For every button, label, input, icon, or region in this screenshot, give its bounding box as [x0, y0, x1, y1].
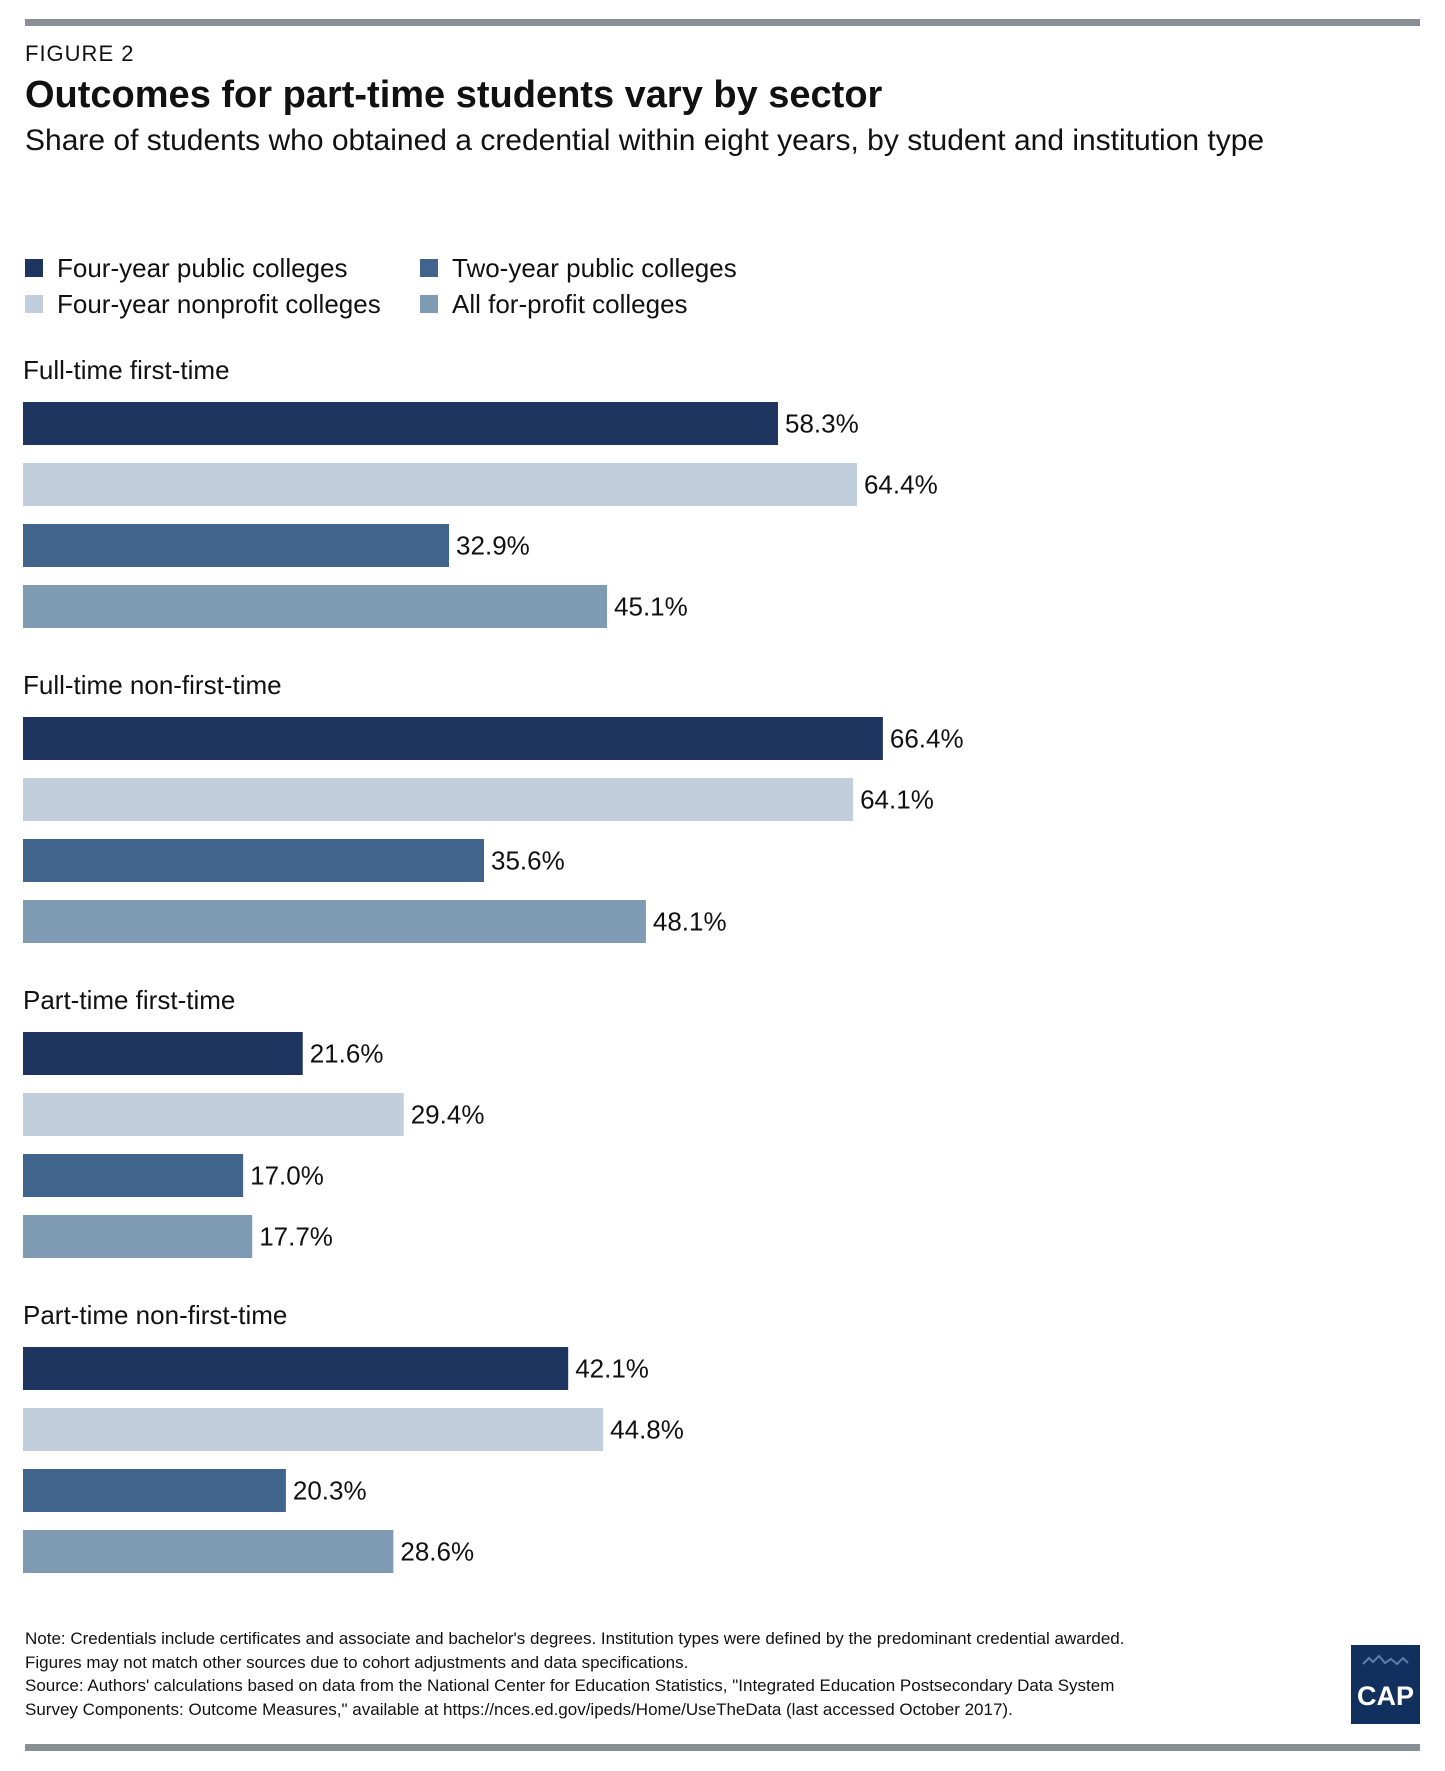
- cap-logo: CAP: [1351, 1645, 1420, 1724]
- group-label: Full-time non-first-time: [23, 670, 282, 700]
- bar-value-label: 44.8%: [610, 1415, 684, 1445]
- bar-value-label: 42.1%: [575, 1354, 649, 1384]
- legend-label: Four-year public colleges: [57, 252, 348, 283]
- bar-value-label: 64.1%: [860, 785, 934, 815]
- bar-value-label: 48.1%: [653, 907, 727, 937]
- bar: [23, 1215, 253, 1258]
- figure-label: FIGURE 2: [25, 41, 135, 66]
- bar: [23, 1093, 404, 1136]
- legend-swatch: [420, 295, 438, 313]
- bar: [23, 1408, 604, 1451]
- legend-label: Two-year public colleges: [452, 252, 737, 283]
- bar: [23, 717, 883, 760]
- bar-value-label: 17.0%: [250, 1161, 324, 1191]
- bar-value-label: 21.6%: [310, 1039, 384, 1069]
- source-line: Source: Authors' calculations based on d…: [25, 1676, 1115, 1695]
- chart-title: Outcomes for part-time students vary by …: [25, 74, 883, 116]
- bar-value-label: 17.7%: [259, 1222, 333, 1252]
- legend-item-two-year-public: Two-year public colleges: [420, 253, 737, 283]
- bar-value-label: 58.3%: [785, 409, 859, 439]
- legend-item-for-profit: All for-profit colleges: [420, 289, 688, 319]
- legend-label: Four-year nonprofit colleges: [57, 288, 381, 319]
- chart-notes: Note: Credentials include certificates a…: [25, 1627, 1325, 1721]
- bar-value-label: 35.6%: [491, 846, 565, 876]
- cap-logo-text: CAP: [1356, 1681, 1414, 1711]
- bar: [23, 1530, 394, 1573]
- top-rule: [25, 19, 1420, 26]
- bar: [23, 900, 646, 943]
- group-label: Full-time first-time: [23, 355, 230, 385]
- bar: [23, 1469, 286, 1512]
- bar: [23, 1154, 244, 1197]
- bar: [23, 839, 485, 882]
- bar-value-label: 32.9%: [456, 531, 530, 561]
- bar-value-label: 64.4%: [864, 470, 938, 500]
- bar-value-label: 20.3%: [293, 1476, 367, 1506]
- bar: [23, 524, 450, 567]
- legend-label: All for-profit colleges: [452, 288, 688, 319]
- bar-value-label: 66.4%: [890, 724, 964, 754]
- bar-value-label: 29.4%: [411, 1100, 485, 1130]
- group-label: Part-time non-first-time: [23, 1300, 287, 1330]
- bar-value-label: 28.6%: [400, 1537, 474, 1567]
- legend-item-four-year-nonprofit: Four-year nonprofit colleges: [25, 289, 381, 319]
- note-line: Note: Credentials include certificates a…: [25, 1629, 1125, 1648]
- bar: [23, 585, 608, 628]
- source-line: Survey Components: Outcome Measures," av…: [25, 1699, 1013, 1719]
- note-line: Figures may not match other sources due …: [25, 1652, 689, 1672]
- bottom-rule: [25, 1744, 1420, 1751]
- bar: [23, 1347, 569, 1390]
- legend-swatch: [25, 259, 43, 277]
- bar: [23, 1032, 303, 1075]
- group-label: Part-time first-time: [23, 985, 235, 1015]
- bar-value-label: 45.1%: [614, 592, 688, 622]
- legend-item-four-year-public: Four-year public colleges: [25, 253, 347, 283]
- bar: [23, 463, 857, 506]
- chart-subtitle: Share of students who obtained a credent…: [25, 124, 1265, 157]
- bar: [23, 778, 854, 821]
- legend-swatch: [420, 259, 438, 277]
- bar-chart: Full-time first-time 58.3% 64.4% 32.9% 45.1%…: [23, 355, 964, 1573]
- logo-mark-icon: [1362, 1654, 1409, 1666]
- bar: [23, 402, 778, 445]
- legend-swatch: [25, 295, 43, 313]
